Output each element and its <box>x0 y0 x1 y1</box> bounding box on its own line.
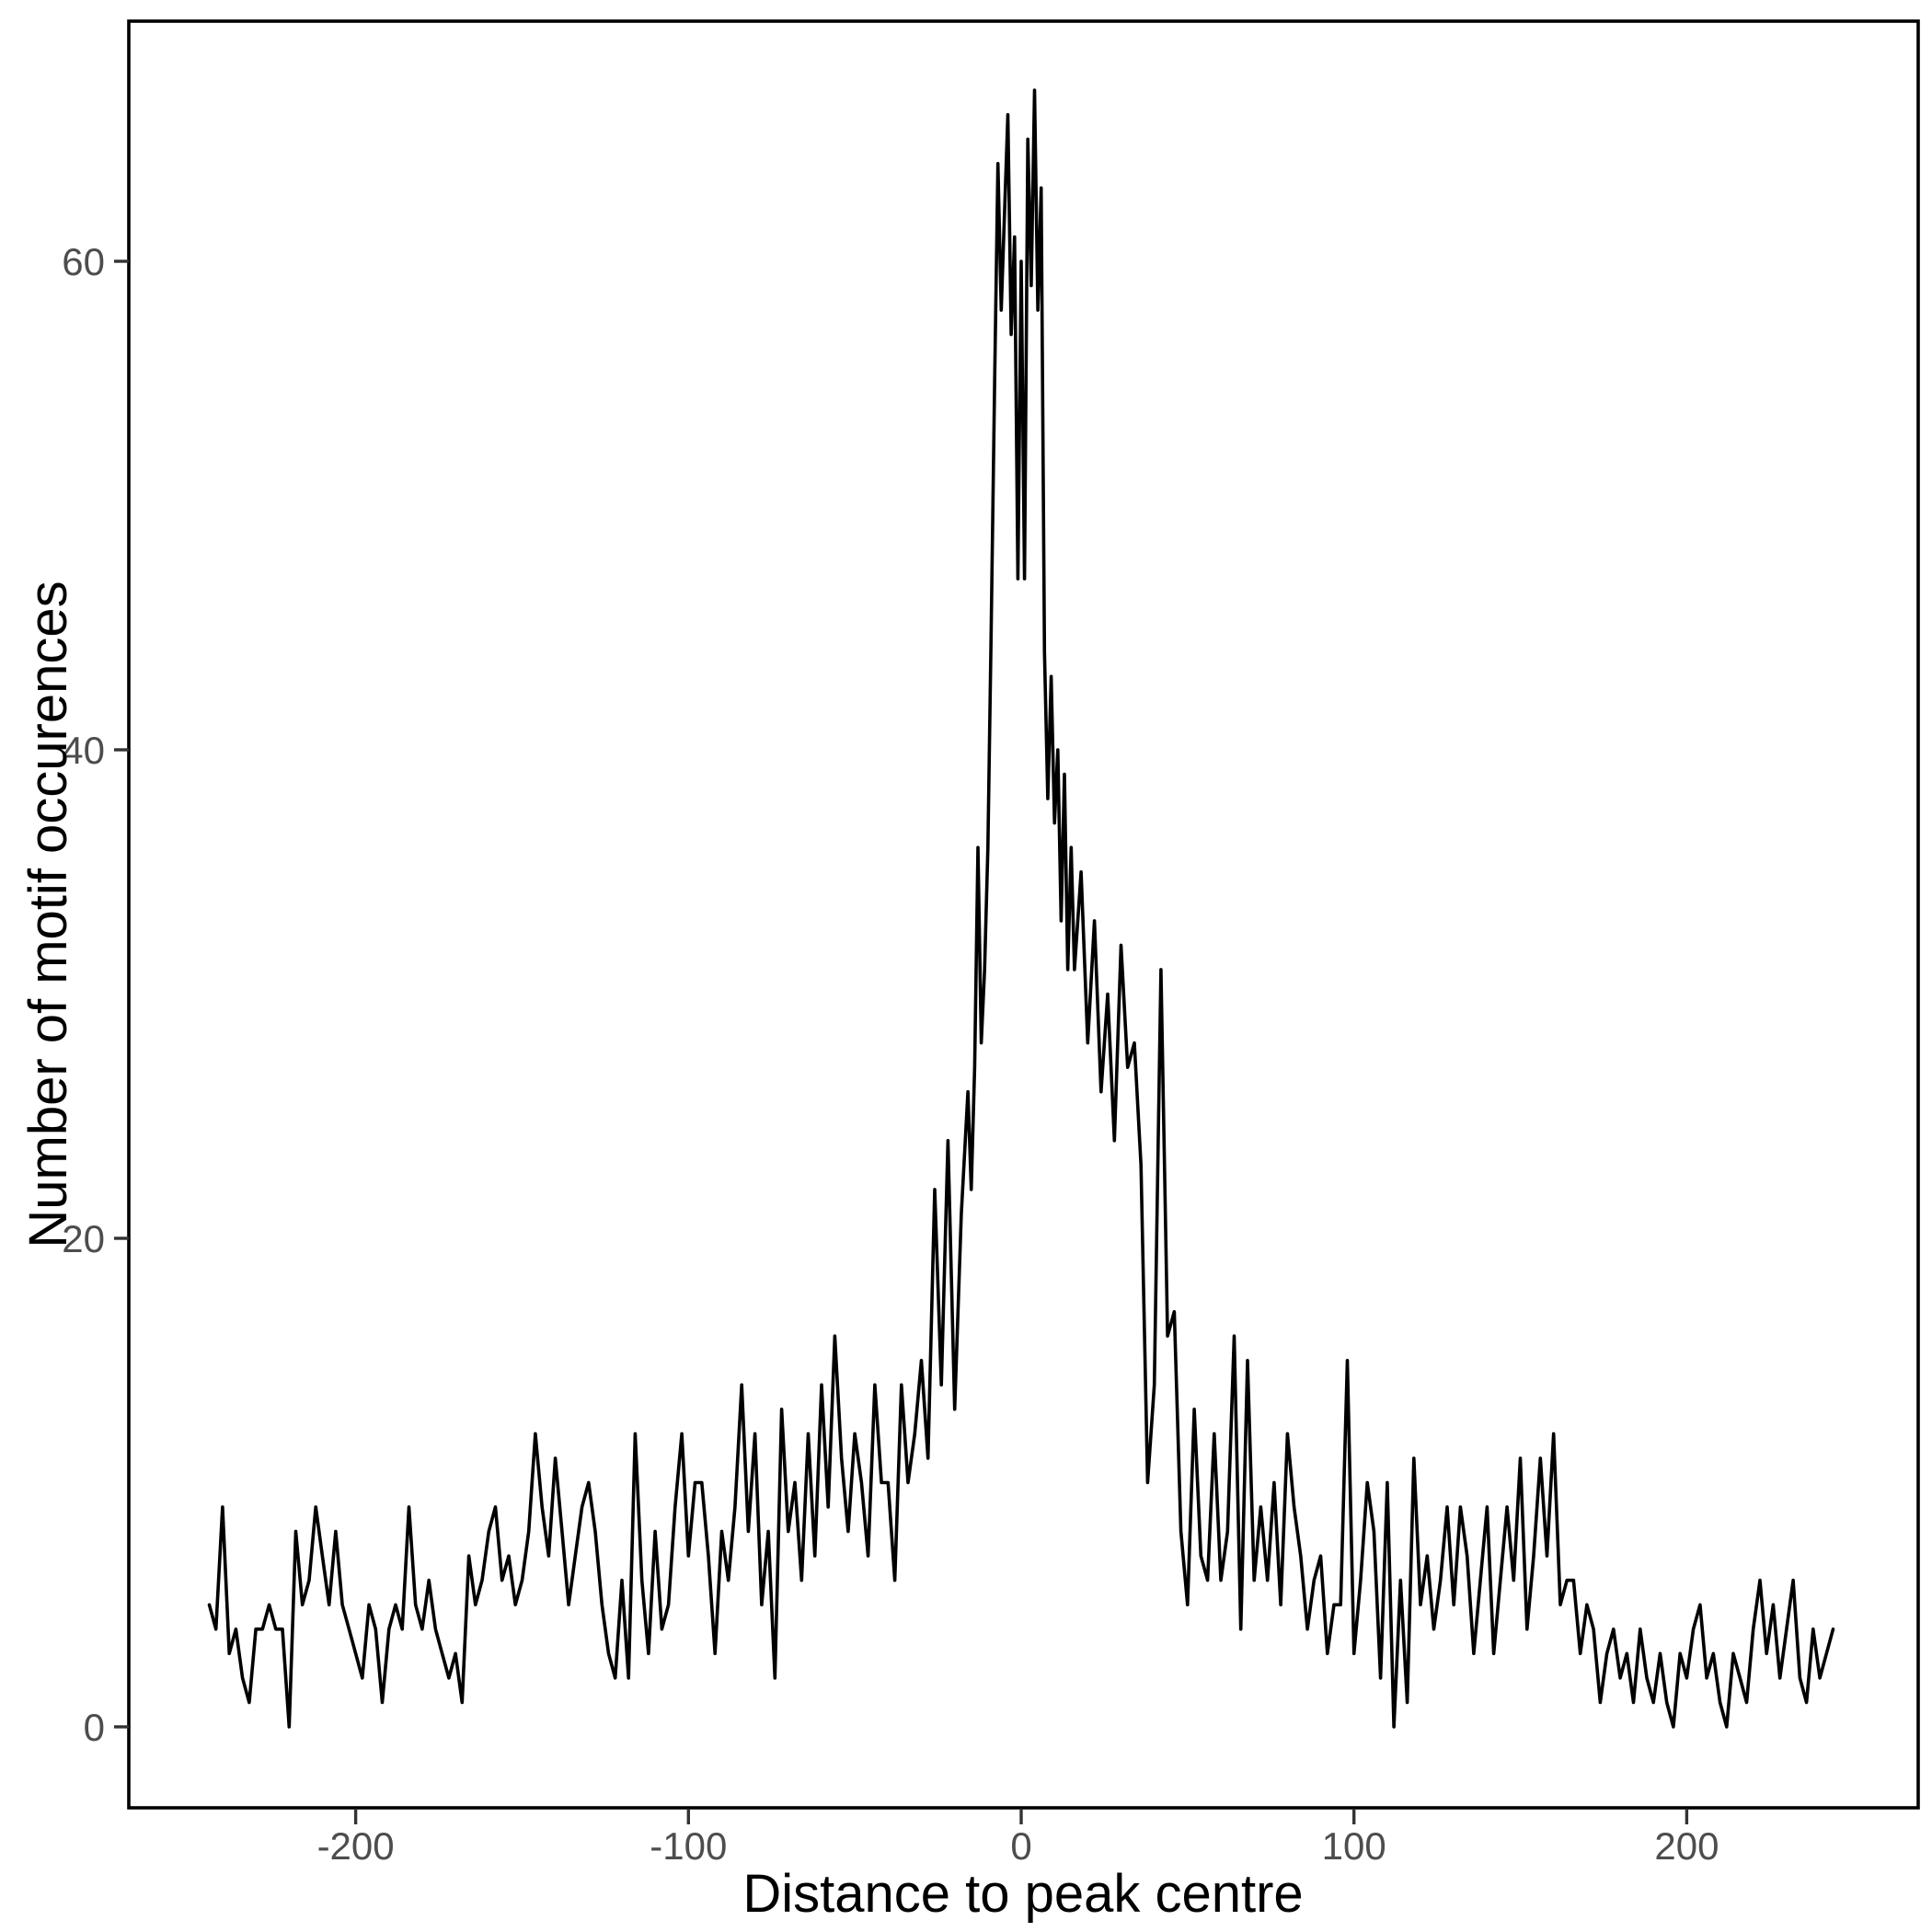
y-axis-title: Number of motif occurences <box>18 581 78 1248</box>
x-axis-tick-label: -200 <box>317 1824 395 1868</box>
data-line <box>207 88 1835 1729</box>
x-axis-ticks: -200 -100 0 100 200 <box>317 1810 1719 1868</box>
y-axis-ticks: 0 20 40 60 <box>62 240 129 1749</box>
y-axis-tick-label: 0 <box>84 1706 105 1749</box>
x-axis-title: Distance to peak centre <box>742 1864 1303 1924</box>
plot-panel-border <box>127 19 1920 1810</box>
x-axis-tick-label: -100 <box>650 1824 727 1868</box>
y-axis-tick-label: 60 <box>62 240 105 283</box>
x-axis-tick-label: 0 <box>1010 1824 1031 1868</box>
y-axis-tick-label: 40 <box>62 729 105 772</box>
x-axis-tick-label: 100 <box>1322 1824 1386 1868</box>
x-axis-tick-label: 200 <box>1654 1824 1719 1868</box>
y-axis-tick-label: 20 <box>62 1217 105 1260</box>
